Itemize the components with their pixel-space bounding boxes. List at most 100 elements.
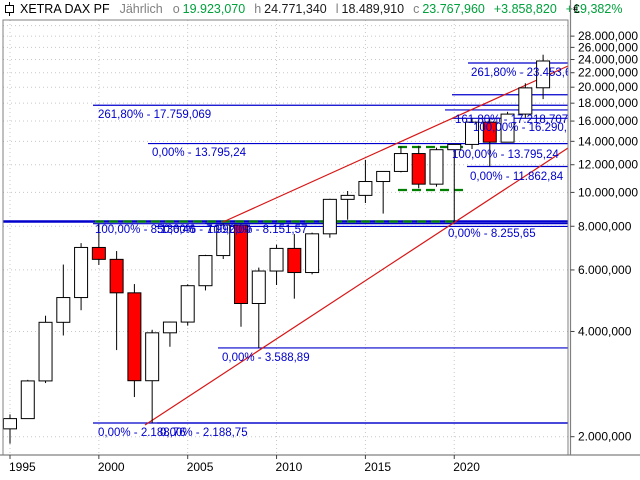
candle-body-up: [251, 270, 266, 304]
gridlines: [3, 20, 568, 455]
period-label: Jährlich: [119, 2, 163, 16]
candle-body-down: [127, 292, 142, 382]
price-tick-label: 24.000,000: [578, 53, 638, 67]
lower-channel-line[interactable]: [144, 147, 568, 426]
candle-body-up: [20, 380, 35, 420]
chart-header: XETRA DAX PF Jährlich o 19.923,070 h 24.…: [0, 0, 622, 18]
high-key: h: [254, 2, 262, 16]
fib-level-label[interactable]: 50,00% - 7.992,00: [157, 224, 251, 236]
open-key: o: [172, 2, 180, 16]
candle-2025: [536, 54, 551, 100]
candle-1997: [38, 315, 53, 384]
candle-2021: [465, 118, 480, 149]
candle-body-up: [3, 418, 17, 430]
close-value: 23.767,960: [422, 2, 485, 16]
candle-2002: [127, 284, 142, 398]
currency-symbol: €: [573, 2, 580, 16]
candle-body-up: [447, 143, 462, 151]
year-tick-label: 2020: [453, 460, 480, 474]
year-tick-label: 2000: [98, 460, 125, 474]
candle-1996: [20, 379, 35, 420]
fib-level-label[interactable]: 0,00% - 11.862,84: [470, 171, 564, 183]
price-tick-label: 20.000,000: [578, 80, 638, 94]
year-tick-label: 1995: [9, 460, 36, 474]
fib-level-label[interactable]: 0,00% - 8.255,65: [448, 228, 536, 240]
fib-level-label[interactable]: 100,00% - 8.136,46: [95, 224, 195, 236]
upper-channel-line[interactable]: [222, 65, 568, 223]
candle-2014: [340, 190, 355, 220]
candle-body-up: [74, 246, 89, 299]
candle-2020: [447, 143, 462, 222]
year-tick-label: 2010: [276, 460, 303, 474]
candle-body-down: [411, 153, 426, 185]
change-abs-value: +3.858,820: [493, 2, 557, 16]
candle-body-up: [429, 149, 444, 185]
fib-level-label[interactable]: 161,80% - 17.218,707: [455, 114, 568, 126]
fib-level-label[interactable]: 100,00% - 13.795,24: [452, 149, 559, 161]
candle-2019: [429, 147, 444, 187]
candle-body-up: [198, 255, 213, 287]
low-value: 18.489,910: [341, 2, 405, 16]
plot-area: 261,80% - 23.453,64 261,80% - 17.759,069 1…: [3, 20, 580, 455]
price-tick-label: 10.000,000: [578, 185, 638, 199]
candle-2011: [287, 234, 302, 299]
candle-body-up: [536, 60, 551, 89]
candle-2000: [91, 223, 106, 265]
fib-level-label[interactable]: 0,00% - 2.188,76: [98, 427, 186, 439]
change-pct-value: +19,382%: [565, 2, 623, 16]
candlestick-icon: [4, 2, 15, 16]
price-tick-label: 2.000,000: [578, 430, 632, 444]
candle-body-down: [91, 246, 106, 260]
price-tick-label: 26.000,000: [578, 40, 638, 54]
fib-level-label[interactable]: 0,00% - 2.188,75: [160, 427, 248, 439]
candle-2013: [322, 198, 337, 238]
candle-body-up: [56, 297, 71, 323]
candle-body-up: [180, 285, 195, 323]
candle-body-up: [305, 233, 320, 274]
candle-1995: [3, 414, 17, 444]
candle-2023: [500, 111, 515, 143]
candle-2007: [216, 223, 231, 260]
candle-body-up: [465, 121, 480, 145]
candle-2022: [482, 118, 497, 167]
price-tick-label: 4.000,000: [578, 324, 632, 338]
low-key: l: [335, 2, 339, 16]
candle-body-up: [358, 181, 373, 196]
fib-level-label[interactable]: 100,00% - 8.151,57: [207, 224, 307, 236]
candle-2009: [251, 267, 266, 348]
price-tick-label: 12.000,000: [578, 158, 638, 172]
candle-body-up: [500, 113, 515, 143]
candle-2016: [376, 170, 391, 214]
fib-level-label[interactable]: 0,00% - 3.588,89: [222, 352, 310, 364]
candle-body-up: [376, 170, 391, 183]
candle-2001: [109, 251, 124, 351]
candle-body-up: [518, 87, 533, 115]
candle-2012: [305, 232, 320, 275]
candle-1998: [56, 264, 71, 336]
high-value: 24.771,340: [264, 2, 327, 16]
price-tick-label: 16.000,000: [578, 114, 638, 128]
fib-level-label[interactable]: 261,80% - 23.453,64: [471, 67, 578, 79]
fib-level-label[interactable]: 0,00% - 13.795,24: [152, 147, 247, 159]
candle-body-up: [162, 321, 177, 334]
candle-body-up: [145, 332, 160, 382]
candle-2008: [234, 224, 249, 327]
candle-1999: [74, 243, 89, 311]
candle-body-up: [340, 194, 355, 200]
close-key: c: [413, 2, 420, 16]
open-value: 19.923,070: [182, 2, 246, 16]
candle-body-up: [269, 247, 284, 272]
candle-2010: [269, 244, 284, 286]
price-tick-label: 14.000,000: [578, 134, 638, 148]
candle-body-down: [234, 224, 249, 304]
candle-body-up: [322, 198, 337, 235]
fib-level-label[interactable]: 261,80% - 17.759,069: [98, 109, 211, 121]
price-tick-label: 18.000,000: [578, 96, 638, 110]
fib-level-label[interactable]: 100,00% - 16.290,19: [473, 122, 580, 134]
candle-2024: [518, 83, 533, 118]
candle-2004: [162, 321, 177, 347]
price-tick-label: 22.000,000: [578, 66, 638, 80]
instrument-name: XETRA DAX PF: [20, 2, 110, 16]
